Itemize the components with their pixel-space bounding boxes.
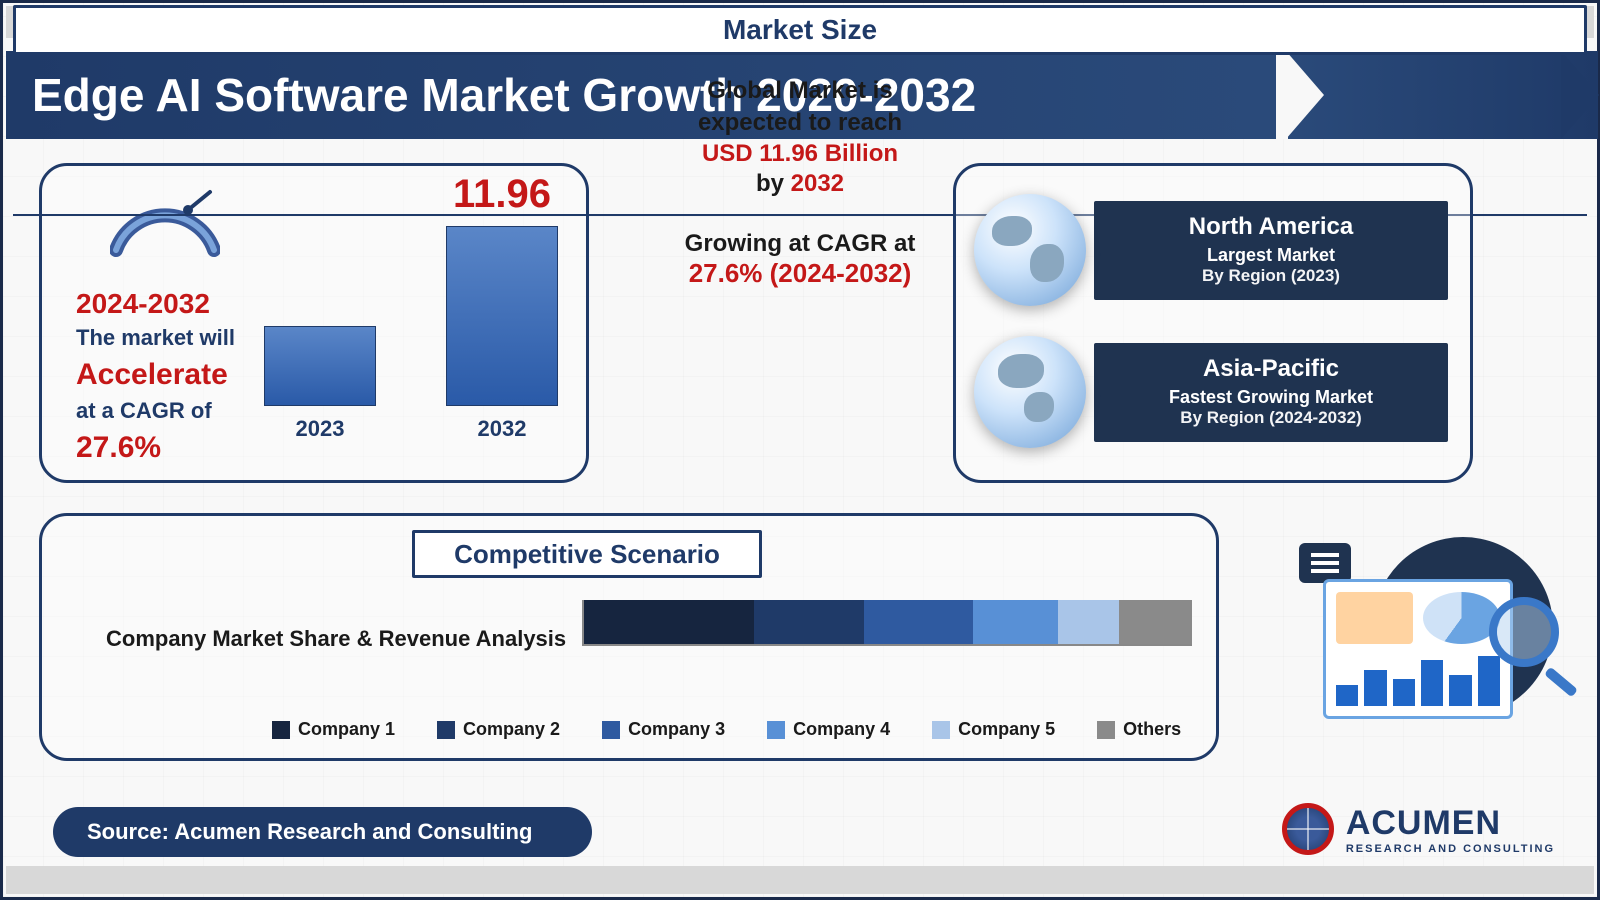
seg-company-4 xyxy=(973,600,1058,644)
region-apac-name: Asia-Pacific xyxy=(1102,355,1440,383)
dashboard-icon xyxy=(1323,579,1513,719)
seg-company-3 xyxy=(864,600,973,644)
legend-label: Company 5 xyxy=(958,719,1055,740)
analytics-illustration xyxy=(1299,533,1563,743)
legend-swatch xyxy=(767,721,785,739)
region-apac-detail: By Region (2024-2032) xyxy=(1102,408,1440,428)
infographic-page: Edge AI Software Market Growth 2020-2032… xyxy=(0,0,1600,900)
legend-swatch xyxy=(1097,721,1115,739)
stacked-bar-legend: Company 1 Company 2 Company 3 Company 4 … xyxy=(272,719,1181,740)
cagr-line4: at a CAGR of xyxy=(76,396,235,427)
legend-swatch xyxy=(932,721,950,739)
bar-label-2023: 2023 xyxy=(264,416,376,442)
legend-label: Company 3 xyxy=(628,719,725,740)
legend-label: Company 4 xyxy=(793,719,890,740)
legend-swatch xyxy=(437,721,455,739)
competitive-card: Competitive Scenario Company Market Shar… xyxy=(39,513,1219,761)
ms-by-prefix: by xyxy=(756,170,791,197)
legend-item: Company 3 xyxy=(602,719,725,740)
source-label: Source: Acumen Research and Consulting xyxy=(87,819,532,845)
bar-2023: 2023 xyxy=(264,272,376,442)
market-size-card: Market Size Global Market is expected to… xyxy=(3,3,313,323)
legend-swatch xyxy=(272,721,290,739)
legend-item: Others xyxy=(1097,719,1181,740)
seg-company-1 xyxy=(584,600,754,644)
bar-rect-2023 xyxy=(264,326,376,406)
logo-big: ACUMEN xyxy=(1346,804,1555,843)
globe-icon xyxy=(974,194,1086,306)
region-row-apac: Asia-Pacific Fastest Growing Market By R… xyxy=(974,336,1448,448)
legend-item: Company 4 xyxy=(767,719,890,740)
bar-label-2032: 2032 xyxy=(446,416,558,442)
chat-icon xyxy=(1299,543,1351,583)
magnifier-icon xyxy=(1489,597,1569,677)
globe-icon xyxy=(974,336,1086,448)
ms-line-b: expected to reach xyxy=(698,109,902,136)
seg-company-5 xyxy=(1058,600,1119,644)
competitive-title: Competitive Scenario xyxy=(412,530,762,578)
region-na-sub: Largest Market xyxy=(1102,245,1440,266)
ms-by-year: 2032 xyxy=(791,170,844,197)
legend-item: Company 1 xyxy=(272,719,395,740)
legend-item: Company 5 xyxy=(932,719,1055,740)
region-na-name: North America xyxy=(1102,213,1440,241)
cagr-accelerate: Accelerate xyxy=(76,354,235,396)
ms-line-a: Global Market is xyxy=(707,77,892,104)
seg-company-2 xyxy=(754,600,863,644)
seg-others xyxy=(1119,600,1192,644)
brand-logo: ACUMEN RESEARCH AND CONSULTING xyxy=(1282,803,1555,855)
regions-card: North America Largest Market By Region (… xyxy=(953,163,1473,483)
region-na-detail: By Region (2023) xyxy=(1102,266,1440,286)
market-size-title: Market Size xyxy=(13,5,1587,55)
logo-small: RESEARCH AND CONSULTING xyxy=(1346,843,1555,855)
region-row-na: North America Largest Market By Region (… xyxy=(974,194,1448,306)
cagr-text-block: 2024-2032 The market will Accelerate at … xyxy=(76,284,235,469)
legend-label: Company 2 xyxy=(463,719,560,740)
cagr-line2: The market will xyxy=(76,323,235,354)
logo-globe-icon xyxy=(1282,803,1334,855)
cagr-pct: 27.6% xyxy=(76,427,235,469)
legend-label: Company 1 xyxy=(298,719,395,740)
logo-text: ACUMEN RESEARCH AND CONSULTING xyxy=(1346,804,1555,855)
cagr-period: 2024-2032 xyxy=(76,284,235,323)
region-badge-apac: Asia-Pacific Fastest Growing Market By R… xyxy=(1094,343,1448,442)
legend-label: Others xyxy=(1123,719,1181,740)
legend-item: Company 2 xyxy=(437,719,560,740)
region-apac-sub: Fastest Growing Market xyxy=(1102,387,1440,408)
bottom-band xyxy=(6,866,1594,894)
source-pill: Source: Acumen Research and Consulting xyxy=(53,807,592,857)
share-label: Company Market Share & Revenue Analysis xyxy=(106,626,566,652)
legend-swatch xyxy=(602,721,620,739)
region-badge-na: North America Largest Market By Region (… xyxy=(1094,201,1448,300)
stacked-bar xyxy=(582,600,1192,646)
